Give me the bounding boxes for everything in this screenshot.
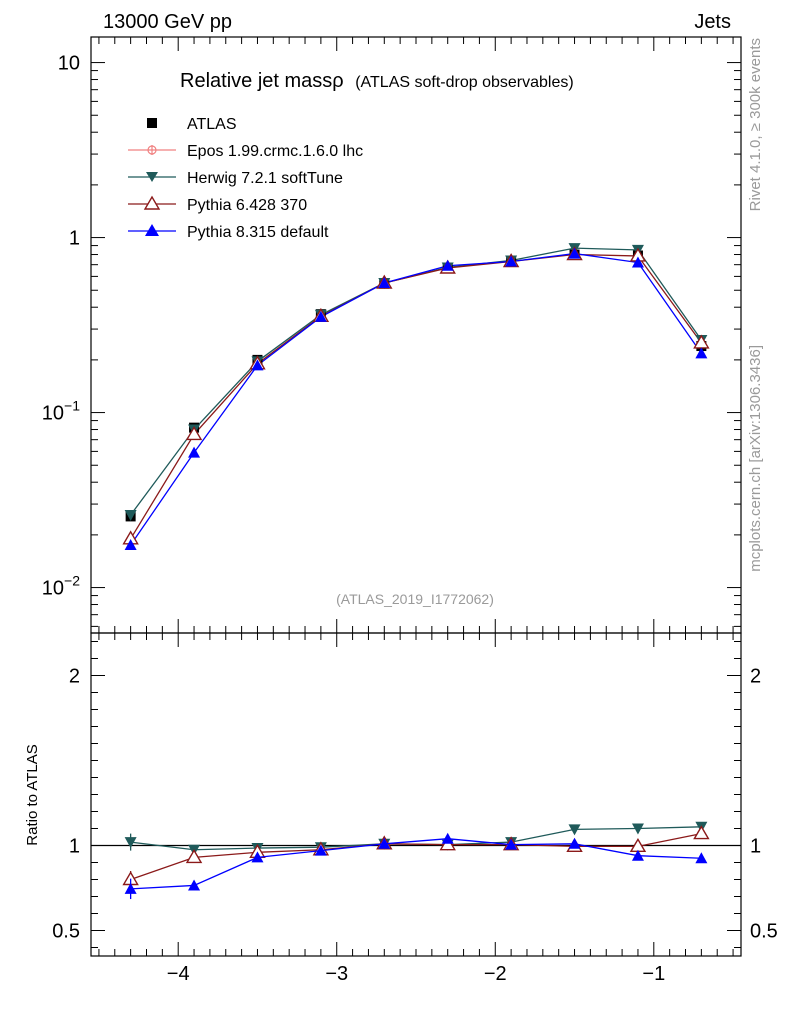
- ratio-y-tick-label-right: 2: [750, 666, 761, 688]
- data-point-py8: [124, 539, 137, 551]
- series-line-herwig: [130, 247, 702, 516]
- ratio-y-tick-label-left: 1: [69, 836, 80, 858]
- legend-label-atlas: ATLAS: [187, 116, 237, 133]
- data-point-py8: [314, 310, 327, 322]
- mcplots-reference-label: mcplots.cern.ch [arXiv:1306.3436]: [747, 345, 764, 572]
- data-point-py8: [378, 277, 391, 289]
- ratio-y-tick-label-right: 1: [750, 836, 761, 858]
- ratio-y-tick-label-left: 2: [69, 666, 80, 688]
- ratio-point-py8: [631, 849, 644, 861]
- data-point-py8: [631, 256, 644, 268]
- ratio-point-py8: [251, 851, 264, 863]
- plot-title: Relative jet massρ (ATLAS soft-drop obse…: [180, 70, 574, 92]
- series-line-py8: [130, 252, 702, 546]
- y-tick-label: 10: [58, 53, 80, 75]
- ratio-axis-label: Ratio to ATLAS: [24, 744, 41, 845]
- data-point-py8: [568, 247, 581, 259]
- ratio-point-py8: [188, 879, 201, 891]
- legend-marker-triangle-down-icon: [146, 172, 158, 182]
- y-tick-label-exponent: −2: [64, 573, 80, 589]
- header-category-label: Jets: [694, 11, 731, 33]
- y-tick-label: 10−1: [42, 398, 80, 425]
- analysis-id-label: (ATLAS_2019_I1772062): [336, 591, 494, 607]
- y-tick-label-base: 10: [42, 578, 64, 600]
- y-tick-label-exponent: −1: [64, 398, 80, 414]
- y-tick-label: 1: [69, 228, 80, 250]
- rivet-version-label: Rivet 4.1.0, ≥ 300k events: [747, 38, 764, 211]
- ratio-point-py8: [695, 852, 708, 864]
- data-point-py8: [441, 259, 454, 271]
- x-tick-label: −1: [642, 963, 665, 985]
- legend-marker-triangle-up-icon: [145, 224, 159, 236]
- ratio-point-py8: [441, 832, 454, 844]
- legend-label-pythia8: Pythia 8.315 default: [187, 224, 329, 241]
- header-energy-label: 13000 GeV pp: [103, 11, 232, 33]
- legend-marker-square-icon: [147, 118, 157, 128]
- ratio-point-py8: [378, 837, 391, 849]
- ratio-point-py8: [314, 844, 327, 856]
- series-layer: [122, 243, 710, 900]
- ratio-y-tick-label-left: 0.5: [52, 921, 80, 943]
- ratio-point-py8: [124, 882, 137, 894]
- legend-label-pythia6: Pythia 6.428 370: [187, 197, 307, 214]
- plot-title-main: Relative jet massρ: [180, 70, 344, 92]
- data-point-py8: [188, 446, 201, 458]
- series-line-py6: [130, 253, 702, 540]
- y-tick-label: 10−2: [42, 573, 80, 600]
- y-tick-label-base: 10: [42, 403, 64, 425]
- legend-entry-pythia8: Pythia 8.315 default: [128, 224, 329, 241]
- ratio-point-py8: [568, 837, 581, 849]
- ratio-point-herwig: [631, 823, 644, 835]
- ratio-y-tick-label-right: 0.5: [750, 921, 778, 943]
- legend-marker-triangle-up-open-icon: [143, 195, 161, 210]
- ratio-line-py8: [130, 838, 702, 890]
- ratio-point-herwig: [124, 837, 137, 849]
- ratio-point-py6: [693, 825, 710, 840]
- data-point-py8: [251, 359, 264, 371]
- legend-entry-herwig: Herwig 7.2.1 softTune: [128, 170, 343, 187]
- legend-entry-pythia6: Pythia 6.428 370: [128, 195, 307, 214]
- legend: ATLAS Epos 1.99.crmc.1.6.0 lhc Herwig 7.…: [128, 116, 363, 241]
- legend-label-epos: Epos 1.99.crmc.1.6.0 lhc: [187, 143, 363, 160]
- data-point-py8: [695, 347, 708, 359]
- legend-entry-epos: Epos 1.99.crmc.1.6.0 lhc: [128, 143, 363, 160]
- x-tick-label: −4: [167, 963, 190, 985]
- ratio-line-py6: [130, 832, 702, 881]
- data-point-herwig: [124, 509, 137, 521]
- ratio-plot-frame: [90, 632, 742, 957]
- data-point-py6: [185, 426, 203, 441]
- legend-label-herwig: Herwig 7.2.1 softTune: [187, 170, 343, 187]
- legend-entry-atlas: ATLAS: [147, 116, 237, 133]
- x-tick-label: −2: [484, 963, 507, 985]
- data-point-py8: [505, 255, 518, 267]
- ratio-point-py8: [505, 838, 518, 850]
- x-tick-label: −3: [325, 963, 348, 985]
- ratio-point-herwig: [568, 824, 581, 836]
- plot-title-sub: (ATLAS soft-drop observables): [355, 74, 573, 91]
- ratio-point-py6: [185, 849, 203, 864]
